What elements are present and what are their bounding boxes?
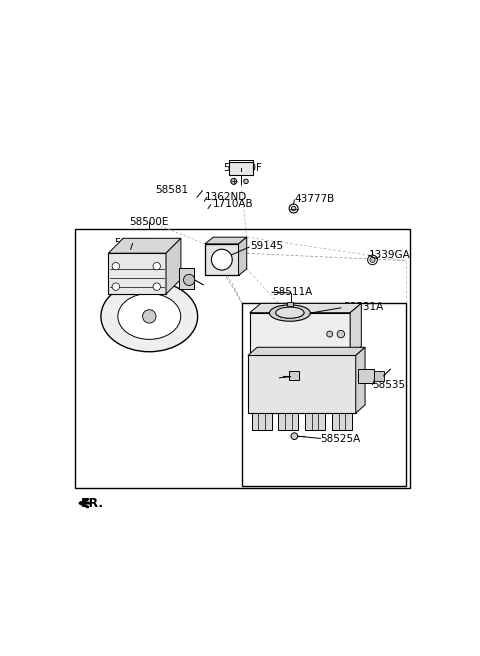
Text: 58580F: 58580F: [223, 163, 262, 173]
Circle shape: [327, 331, 333, 337]
Bar: [229, 162, 253, 175]
Circle shape: [153, 283, 160, 291]
Polygon shape: [250, 303, 361, 313]
Polygon shape: [356, 347, 365, 413]
Bar: [179, 268, 194, 289]
Ellipse shape: [276, 307, 304, 318]
Bar: [108, 253, 166, 294]
Text: FR.: FR.: [81, 497, 104, 510]
Ellipse shape: [118, 293, 180, 339]
Circle shape: [289, 204, 298, 213]
Circle shape: [337, 331, 345, 338]
Text: 58520A: 58520A: [114, 237, 154, 248]
Bar: [250, 313, 350, 356]
Text: 58525A: 58525A: [321, 434, 360, 444]
Text: 1362ND: 1362ND: [205, 192, 247, 201]
Circle shape: [291, 433, 298, 440]
Circle shape: [231, 178, 237, 184]
Circle shape: [143, 310, 156, 323]
Text: 58511A: 58511A: [272, 287, 312, 297]
Text: 58672: 58672: [279, 373, 312, 384]
Circle shape: [244, 179, 248, 184]
Circle shape: [112, 283, 120, 291]
Circle shape: [153, 262, 160, 270]
Bar: [305, 413, 325, 430]
Ellipse shape: [276, 308, 304, 318]
Text: 43777B: 43777B: [294, 194, 335, 204]
Circle shape: [370, 257, 375, 262]
Polygon shape: [248, 347, 365, 356]
Circle shape: [183, 274, 195, 285]
Bar: [287, 302, 293, 306]
Text: 59145: 59145: [250, 241, 283, 251]
Bar: [242, 303, 406, 485]
Bar: [358, 369, 374, 383]
Circle shape: [112, 262, 120, 270]
Ellipse shape: [269, 305, 311, 321]
Text: 1710AB: 1710AB: [213, 199, 253, 209]
Ellipse shape: [101, 281, 198, 352]
Bar: [205, 244, 239, 276]
Polygon shape: [205, 237, 247, 244]
Bar: [289, 371, 299, 380]
Polygon shape: [239, 237, 247, 276]
Polygon shape: [350, 303, 361, 356]
Text: 58535: 58535: [372, 380, 406, 390]
Circle shape: [368, 255, 377, 264]
Bar: [252, 413, 272, 430]
Bar: [248, 356, 356, 413]
Bar: [75, 229, 410, 487]
Circle shape: [211, 249, 232, 270]
Text: 58531A: 58531A: [343, 302, 383, 312]
Text: 58581: 58581: [155, 185, 188, 195]
Circle shape: [291, 206, 296, 211]
Text: 1339GA: 1339GA: [369, 250, 410, 260]
Polygon shape: [166, 238, 181, 294]
Polygon shape: [108, 238, 181, 253]
Polygon shape: [374, 371, 384, 381]
Text: 58500E: 58500E: [130, 216, 169, 226]
Bar: [332, 413, 352, 430]
Bar: [278, 413, 299, 430]
